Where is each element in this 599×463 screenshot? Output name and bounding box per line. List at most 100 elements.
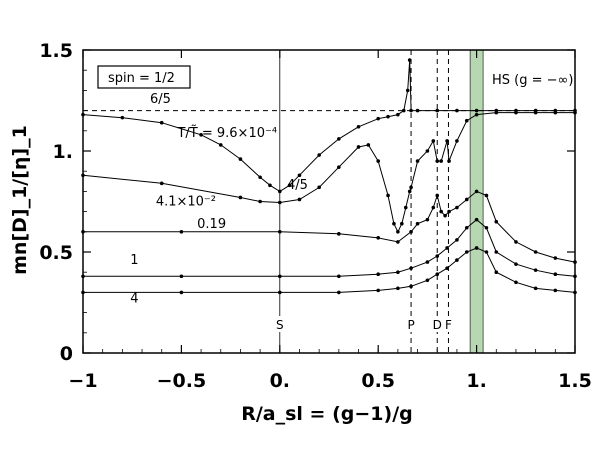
data-point (297, 197, 302, 202)
data-point (455, 205, 459, 210)
data-point (474, 217, 479, 222)
y-tick-label: 1. (53, 141, 73, 163)
data-point (464, 250, 469, 254)
data-point (415, 108, 420, 113)
data-point (337, 165, 341, 169)
data-point (287, 183, 292, 188)
data-point (356, 145, 361, 149)
data-point (179, 274, 184, 279)
data-point (407, 189, 412, 194)
series-labels: T/T̃ = 9.6×10⁻⁴ 4.1×10⁻² 0.19 1 4 (130, 125, 277, 306)
y-tick-label: 0 (60, 343, 73, 365)
series-label-1: 4.1×10⁻² (156, 195, 216, 210)
data-point (258, 199, 262, 204)
x-tick-label: −0.5 (157, 370, 207, 392)
data-point (356, 124, 361, 129)
series-label-2: 0.19 (197, 217, 226, 232)
data-point (218, 143, 223, 147)
series-label-0: T/T̃ = 9.6×10⁻⁴ (176, 125, 277, 140)
data-point (435, 108, 440, 113)
data-point (514, 262, 518, 266)
data-point (464, 197, 469, 202)
data-point (425, 217, 430, 222)
x-axis-title: R/a_sl = (g−1)/g (241, 403, 413, 425)
marker-label-bg-P (405, 316, 418, 332)
data-point (159, 181, 164, 186)
data-point (474, 112, 479, 117)
series-line-0 (82, 60, 575, 192)
data-point (396, 286, 400, 291)
axis-ticks (82, 49, 576, 354)
data-point (403, 205, 408, 210)
data-point (447, 209, 451, 214)
data-point (409, 266, 413, 270)
legend-box (97, 65, 191, 89)
data-point (553, 272, 558, 277)
marker-label-P: P (407, 318, 414, 332)
axis-tick-labels: −1 −0.5 0. 0.5 1. 1.5 0 0.5 1. 1.5 (39, 40, 592, 392)
data-point (425, 260, 430, 264)
series-line-1 (82, 112, 575, 233)
data-point (514, 280, 518, 285)
data-point (439, 159, 443, 163)
data-point (553, 110, 558, 115)
series-line-3 (83, 219, 576, 277)
plot-frame (82, 49, 576, 354)
data-point (455, 108, 459, 113)
data-point (431, 139, 436, 143)
data-point (533, 286, 538, 291)
data-point (179, 290, 184, 295)
data-point (396, 230, 400, 234)
data-point (484, 250, 489, 254)
data-point (494, 110, 499, 115)
data-point (405, 88, 410, 93)
data-point (494, 270, 499, 275)
marker-label-bg-F (442, 316, 455, 332)
data-point (445, 246, 449, 250)
data-point (407, 58, 412, 62)
data-point (494, 219, 499, 224)
y-tick-label: 1.5 (39, 40, 73, 62)
data-point (396, 112, 400, 117)
data-point (238, 157, 243, 161)
data-point (464, 118, 469, 123)
data-point (553, 288, 558, 293)
x-tick-label: 0.5 (361, 370, 395, 392)
data-point (447, 159, 451, 163)
data-point (317, 185, 321, 190)
data-point (376, 116, 381, 121)
data-point (439, 209, 443, 214)
data-point (484, 193, 489, 198)
data-point (474, 189, 479, 194)
data-point (376, 288, 381, 293)
data-point (484, 225, 489, 230)
data-point (455, 139, 459, 143)
data-point (386, 193, 390, 198)
reference-line-label: 6/5 (150, 92, 171, 107)
data-point (435, 272, 440, 277)
data-point (159, 120, 164, 125)
data-point (278, 274, 282, 279)
data-point (278, 230, 282, 234)
data-point (386, 114, 390, 119)
data-point (392, 221, 396, 226)
marker-label-S: S (276, 318, 284, 332)
data-point (278, 290, 282, 295)
marker-label-D: D (433, 318, 442, 332)
data-point (533, 268, 538, 272)
x-tick-label: 0. (270, 370, 290, 392)
data-point (258, 175, 262, 180)
data-point (297, 173, 302, 178)
data-point (337, 232, 341, 236)
data-point (494, 250, 499, 254)
data-point (337, 290, 341, 295)
data-point (415, 159, 420, 163)
hs-band (469, 49, 484, 354)
data-point (199, 133, 203, 137)
data-point (445, 266, 449, 270)
data-point (445, 139, 449, 143)
data-point (366, 143, 371, 147)
data-point (396, 240, 400, 244)
